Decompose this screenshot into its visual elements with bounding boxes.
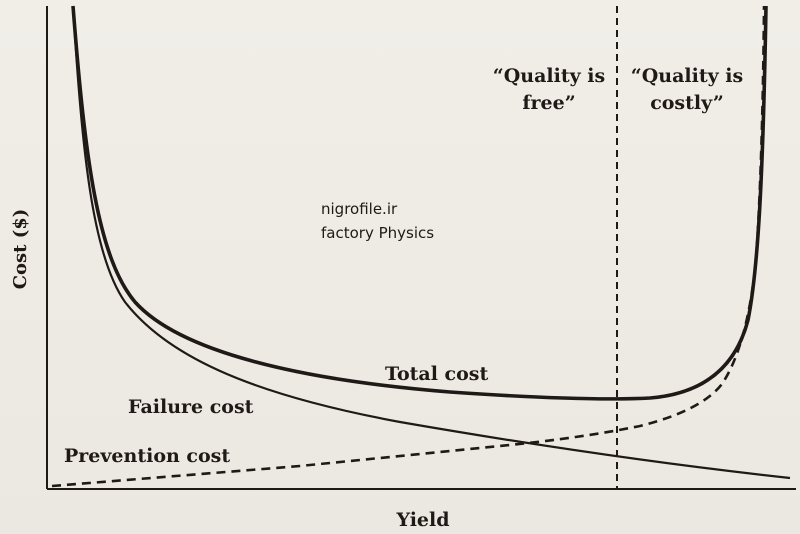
y-axis-label: Cost ($)	[10, 209, 31, 290]
watermark-line1: nigrofile.ir	[321, 200, 398, 218]
failure-cost-line	[71, 5, 791, 480]
total-cost-label: Total cost	[385, 363, 488, 385]
quality-costly-label-line2: costly”	[650, 92, 724, 114]
quality-free-label-line1: “Quality is	[493, 65, 605, 87]
prevention-cost-label: Prevention cost	[64, 445, 230, 467]
watermark-line2: factory Physics	[321, 224, 434, 242]
x-axis-label: Yield	[395, 509, 449, 531]
quality-costly-label-line1: “Quality is	[631, 65, 743, 87]
failure-cost-label: Failure cost	[128, 396, 254, 418]
quality-free-label-line2: free”	[522, 92, 575, 114]
total-cost-line	[71, 5, 768, 401]
